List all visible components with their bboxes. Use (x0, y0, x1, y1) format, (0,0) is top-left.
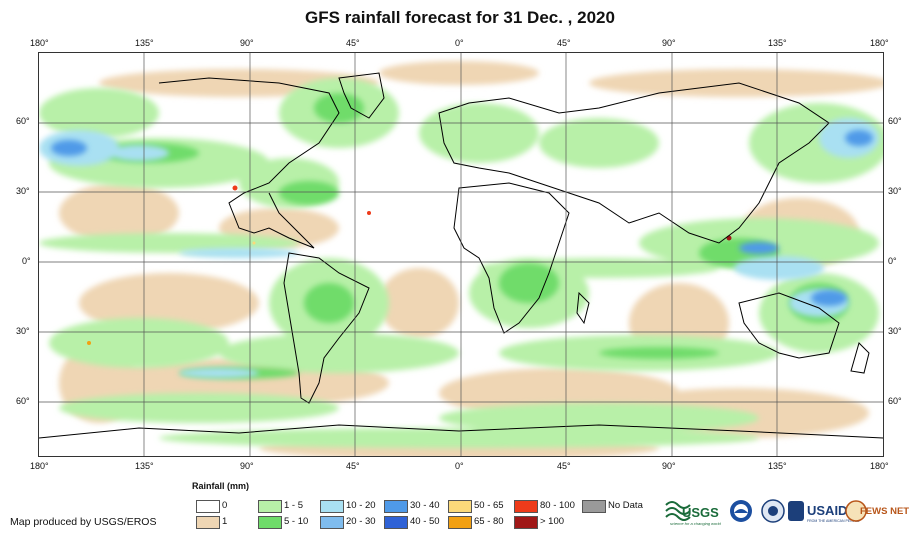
svg-text:science for a changing world: science for a changing world (670, 521, 721, 526)
left-tick: 60° (16, 396, 30, 406)
legend-label: 5 - 10 (284, 516, 309, 527)
legend-swatch (514, 500, 538, 513)
svg-text:USAID: USAID (807, 503, 847, 518)
right-tick: 0° (888, 256, 897, 266)
bottom-tick: 0° (455, 461, 464, 471)
legend-label: 10 - 20 (346, 500, 376, 511)
agency-logos: USGS science for a changing world USAID … (664, 497, 914, 527)
legend-swatch (320, 516, 344, 529)
top-tick: 180° (870, 38, 889, 48)
top-tick: 180° (30, 38, 49, 48)
top-tick: 90° (662, 38, 676, 48)
top-tick: 135° (135, 38, 154, 48)
legend-label: 1 (222, 516, 228, 527)
legend-label: 1 - 5 (284, 500, 304, 511)
rain-10-20-areas (39, 118, 879, 378)
rain-30-40-areas (51, 130, 873, 306)
legend-label: 40 - 50 (410, 516, 440, 527)
usaid-logo: USAID FROM THE AMERICAN PEOPLE (788, 501, 860, 523)
rainfall-map (38, 52, 884, 457)
left-tick: 30° (16, 186, 30, 196)
legend-swatch (582, 500, 606, 513)
legend-label: 0 (222, 500, 228, 511)
bottom-tick: 135° (768, 461, 787, 471)
dhs-seal (761, 499, 785, 523)
bottom-tick: 45° (557, 461, 571, 471)
map-title: GFS rainfall forecast for 31 Dec. , 2020 (305, 8, 615, 27)
svg-text:USGS: USGS (682, 505, 719, 520)
usgs-logo: USGS science for a changing world (665, 501, 721, 526)
rainfall-map-graphic (39, 53, 883, 456)
legend-label: 50 - 65 (474, 500, 504, 511)
rain-heavy-cells (87, 185, 732, 345)
legend-label: > 100 (540, 516, 565, 527)
bottom-tick: 180° (30, 461, 49, 471)
right-tick: 30° (888, 186, 902, 196)
left-tick: 30° (16, 326, 30, 336)
top-tick: 0° (455, 38, 464, 48)
legend-label: 80 - 100 (540, 500, 575, 511)
graticule (39, 53, 883, 456)
right-tick: 60° (888, 396, 902, 406)
legend-swatch (196, 500, 220, 513)
legend-swatch (320, 500, 344, 513)
coastlines (39, 72, 883, 439)
legend-swatch (514, 516, 538, 529)
top-tick: 45° (346, 38, 360, 48)
svg-text:FEWS NET: FEWS NET (860, 506, 909, 517)
left-tick: 60° (16, 116, 30, 126)
legend-label: 30 - 40 (410, 500, 440, 511)
legend-label: 65 - 80 (474, 516, 504, 527)
legend-label: 20 - 30 (346, 516, 376, 527)
top-tick: 135° (768, 38, 787, 48)
left-tick: 0° (22, 256, 31, 266)
legend-swatch (196, 516, 220, 529)
legend-swatch (258, 500, 282, 513)
bottom-tick: 135° (135, 461, 154, 471)
noaa-logo (730, 500, 752, 522)
legend-swatch (384, 516, 408, 529)
legend-title: Rainfall (mm) (192, 481, 250, 491)
bottom-tick: 90° (662, 461, 676, 471)
right-tick: 60° (888, 116, 902, 126)
credit-text: Map produced by USGS/EROS (10, 516, 157, 528)
bottom-tick: 45° (346, 461, 360, 471)
legend-swatch (384, 500, 408, 513)
top-tick: 45° (557, 38, 571, 48)
bottom-tick: 90° (240, 461, 254, 471)
right-tick: 30° (888, 326, 902, 336)
bottom-tick: 180° (870, 461, 889, 471)
svg-text:FROM THE AMERICAN PEOPLE: FROM THE AMERICAN PEOPLE (807, 519, 860, 523)
top-tick: 90° (240, 38, 254, 48)
legend-label: No Data (608, 500, 643, 511)
fews-net-logo: FEWS NET (845, 500, 909, 522)
legend-swatch (448, 516, 472, 529)
legend-swatch (258, 516, 282, 529)
legend-swatch (448, 500, 472, 513)
